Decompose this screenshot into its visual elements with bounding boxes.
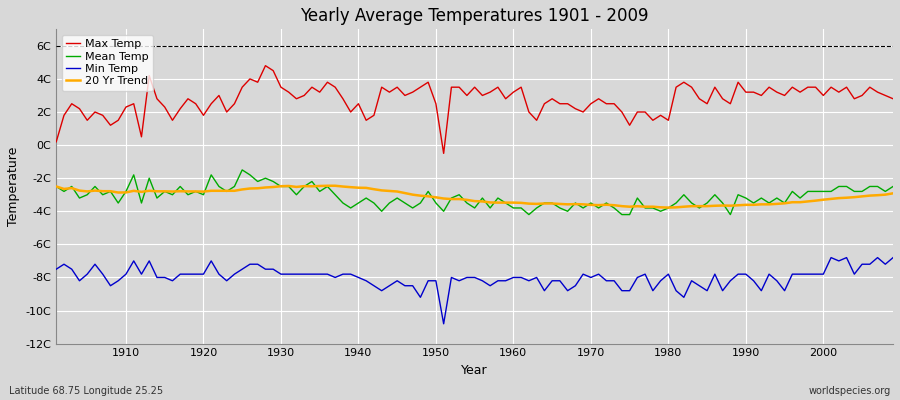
- Min Temp: [516, 275, 526, 280]
- Min Temp: [50, 267, 61, 272]
- Line: 20 Yr Trend: 20 Yr Trend: [56, 186, 893, 208]
- Min Temp: [508, 275, 518, 280]
- Max Temp: [524, 110, 535, 114]
- 20 Yr Trend: [338, 184, 348, 189]
- Max Temp: [616, 110, 627, 114]
- Line: Max Temp: Max Temp: [56, 66, 893, 153]
- Mean Temp: [50, 184, 61, 189]
- Min Temp: [608, 278, 619, 283]
- Mean Temp: [516, 206, 526, 210]
- Max Temp: [338, 96, 348, 101]
- 20 Yr Trend: [516, 200, 526, 205]
- 20 Yr Trend: [112, 190, 123, 195]
- Mean Temp: [508, 206, 518, 210]
- Line: Mean Temp: Mean Temp: [56, 170, 893, 214]
- Mean Temp: [887, 184, 898, 189]
- Min Temp: [112, 278, 123, 283]
- Min Temp: [887, 255, 898, 260]
- Mean Temp: [524, 212, 535, 217]
- Mean Temp: [291, 192, 302, 197]
- Mean Temp: [338, 201, 348, 206]
- Max Temp: [112, 118, 123, 123]
- Mean Temp: [616, 212, 627, 217]
- 20 Yr Trend: [50, 184, 61, 189]
- 20 Yr Trend: [887, 191, 898, 196]
- Min Temp: [825, 255, 836, 260]
- Max Temp: [260, 63, 271, 68]
- Text: Latitude 68.75 Longitude 25.25: Latitude 68.75 Longitude 25.25: [9, 386, 163, 396]
- Min Temp: [284, 272, 294, 276]
- Min Temp: [438, 321, 449, 326]
- 20 Yr Trend: [508, 200, 518, 205]
- 20 Yr Trend: [663, 205, 674, 210]
- Text: worldspecies.org: worldspecies.org: [809, 386, 891, 396]
- X-axis label: Year: Year: [462, 364, 488, 377]
- 20 Yr Trend: [608, 203, 619, 208]
- Mean Temp: [112, 201, 123, 206]
- 20 Yr Trend: [284, 184, 294, 188]
- Max Temp: [438, 151, 449, 156]
- Y-axis label: Temperature: Temperature: [7, 147, 20, 226]
- Max Temp: [291, 96, 302, 101]
- Max Temp: [50, 139, 61, 144]
- Max Temp: [516, 85, 526, 90]
- Line: Min Temp: Min Temp: [56, 258, 893, 324]
- Legend: Max Temp, Mean Temp, Min Temp, 20 Yr Trend: Max Temp, Mean Temp, Min Temp, 20 Yr Tre…: [62, 35, 153, 91]
- 20 Yr Trend: [322, 183, 333, 188]
- Mean Temp: [237, 168, 248, 172]
- Min Temp: [329, 275, 340, 280]
- Title: Yearly Average Temperatures 1901 - 2009: Yearly Average Temperatures 1901 - 2009: [301, 7, 649, 25]
- Max Temp: [887, 96, 898, 101]
